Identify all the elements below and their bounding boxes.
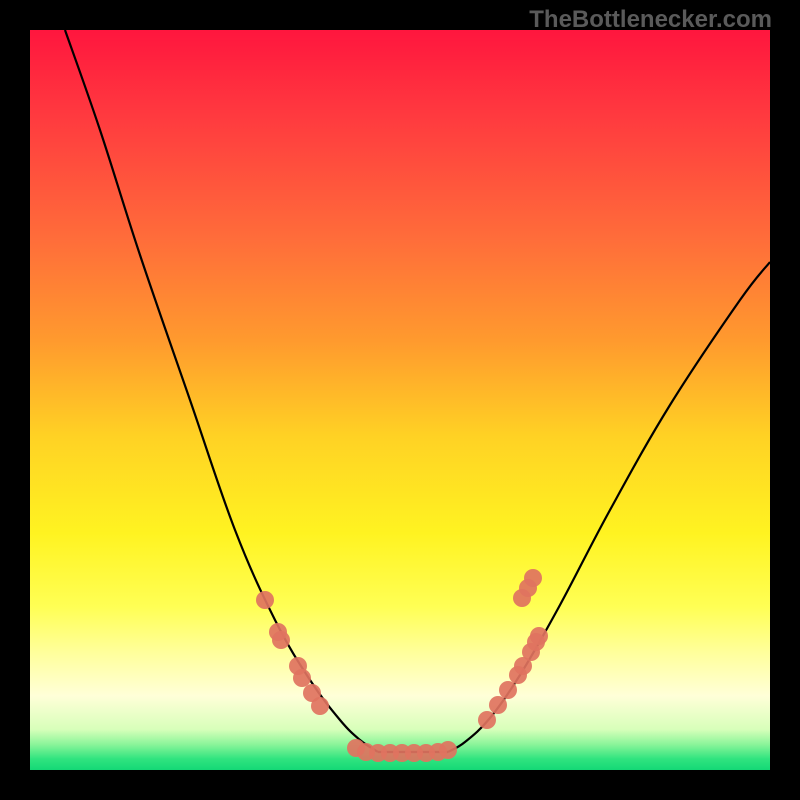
plot-area — [30, 30, 770, 770]
gradient-background — [30, 30, 770, 770]
